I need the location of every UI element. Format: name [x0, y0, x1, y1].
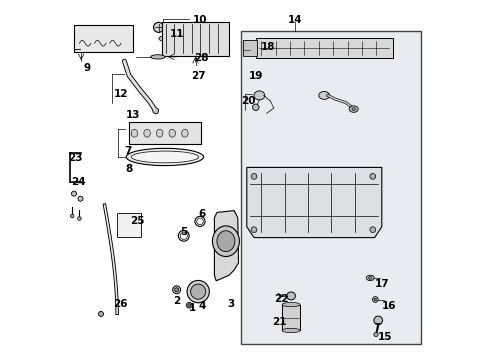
Text: 14: 14 — [288, 15, 303, 25]
Ellipse shape — [126, 148, 204, 166]
Text: 23: 23 — [69, 153, 83, 163]
Bar — [74, 25, 133, 52]
Bar — [241, 31, 421, 344]
Ellipse shape — [251, 227, 257, 233]
Bar — [117, 213, 141, 237]
Text: 7: 7 — [124, 146, 132, 156]
Ellipse shape — [72, 191, 76, 196]
Ellipse shape — [372, 297, 378, 302]
Text: 18: 18 — [261, 42, 276, 52]
Ellipse shape — [153, 108, 159, 114]
Text: 11: 11 — [170, 29, 184, 39]
Ellipse shape — [131, 151, 198, 163]
Ellipse shape — [287, 292, 295, 300]
Ellipse shape — [349, 106, 358, 112]
Ellipse shape — [217, 231, 235, 252]
Ellipse shape — [367, 275, 374, 281]
Ellipse shape — [374, 332, 378, 337]
Ellipse shape — [213, 226, 240, 256]
Text: 24: 24 — [72, 177, 86, 187]
Ellipse shape — [319, 91, 330, 99]
Ellipse shape — [182, 129, 188, 137]
Ellipse shape — [78, 196, 83, 201]
Ellipse shape — [370, 174, 376, 179]
Text: 16: 16 — [382, 301, 396, 311]
Bar — [129, 122, 201, 144]
Text: 21: 21 — [272, 317, 287, 327]
Ellipse shape — [282, 302, 300, 307]
Ellipse shape — [156, 129, 163, 137]
Text: 26: 26 — [114, 299, 128, 309]
Text: 19: 19 — [248, 71, 263, 81]
Text: 22: 22 — [274, 294, 288, 304]
Ellipse shape — [187, 280, 209, 303]
Text: 12: 12 — [114, 89, 128, 99]
Text: 15: 15 — [378, 332, 392, 342]
Ellipse shape — [172, 286, 180, 294]
Ellipse shape — [368, 276, 372, 279]
Ellipse shape — [159, 36, 166, 41]
Bar — [256, 38, 392, 58]
Ellipse shape — [374, 316, 383, 325]
Polygon shape — [215, 211, 239, 281]
Ellipse shape — [370, 227, 376, 233]
Text: 27: 27 — [191, 71, 205, 81]
Ellipse shape — [186, 302, 192, 308]
Text: 8: 8 — [125, 164, 133, 174]
Ellipse shape — [153, 22, 164, 32]
Ellipse shape — [71, 214, 74, 218]
Ellipse shape — [282, 328, 300, 333]
Text: 1: 1 — [189, 303, 196, 313]
Bar — [162, 22, 229, 56]
Ellipse shape — [174, 288, 178, 292]
Ellipse shape — [252, 104, 259, 111]
Text: 13: 13 — [126, 110, 141, 120]
Text: 20: 20 — [242, 96, 256, 106]
Ellipse shape — [188, 304, 191, 307]
Ellipse shape — [251, 174, 257, 179]
Text: 25: 25 — [130, 216, 144, 226]
Text: 3: 3 — [227, 299, 234, 309]
Bar — [243, 40, 257, 56]
Ellipse shape — [191, 284, 206, 299]
Ellipse shape — [374, 298, 377, 301]
Text: 5: 5 — [180, 227, 188, 237]
Ellipse shape — [77, 217, 81, 220]
Polygon shape — [247, 167, 382, 238]
Ellipse shape — [352, 108, 356, 111]
Text: 28: 28 — [195, 53, 209, 63]
Text: 10: 10 — [193, 15, 207, 25]
Ellipse shape — [254, 91, 265, 100]
Text: 17: 17 — [374, 279, 389, 289]
Text: 9: 9 — [83, 63, 90, 73]
Ellipse shape — [151, 55, 165, 59]
Text: 4: 4 — [198, 301, 205, 311]
Ellipse shape — [169, 129, 175, 137]
Text: 2: 2 — [173, 296, 180, 306]
Bar — [282, 305, 300, 330]
Ellipse shape — [131, 129, 138, 137]
Ellipse shape — [144, 129, 150, 137]
Text: 6: 6 — [198, 209, 205, 219]
Ellipse shape — [98, 311, 103, 316]
